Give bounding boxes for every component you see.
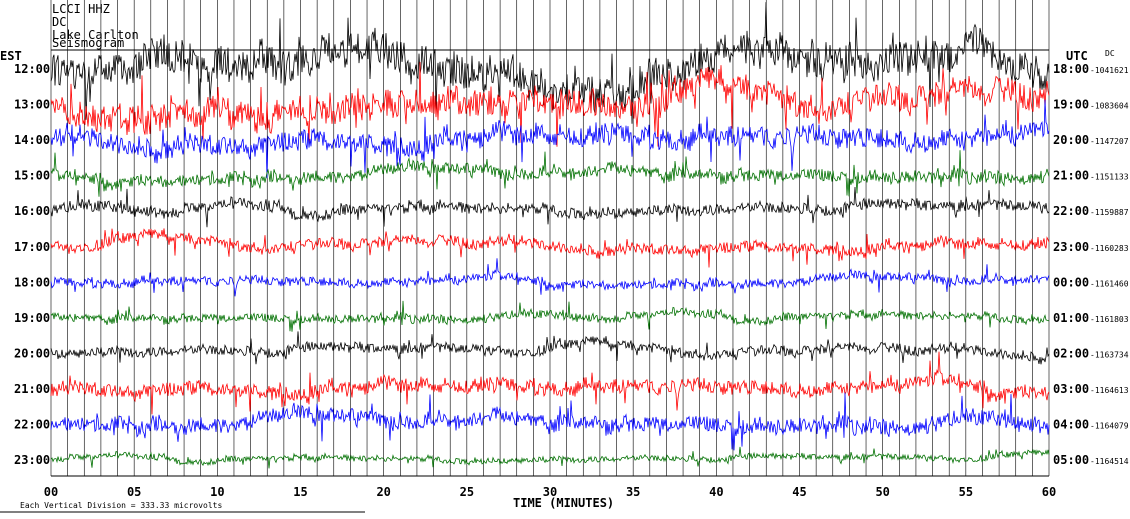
x-tick-label: 15 [293,485,307,499]
x-tick-label: 35 [626,485,640,499]
dc-offset-value: -1160283 [1090,244,1129,253]
header-line-1: LCCI HHZ [52,2,110,16]
est-hour-label: 18:00 [14,275,50,289]
trace-row-2300 [50,446,1050,469]
utc-hour-label: 02:00 [1053,346,1089,360]
minute-grid [50,0,1050,476]
trace-row-1200 [50,2,1050,124]
station-header: LCCI HHZ DC Lake Carlton Seismogram [52,2,139,50]
x-tick-label: 05 [127,485,141,499]
header-line-2: DC [52,15,66,29]
trace-row-2000 [50,331,1050,365]
utc-hour-label: 20:00 [1053,133,1089,147]
dc-column-label: DC [1105,49,1115,58]
x-tick-label: 20 [376,485,390,499]
dc-offset-value: -1083604 [1090,102,1129,111]
est-hour-label: 23:00 [14,453,50,467]
x-tick-label: 45 [792,485,806,499]
est-hour-label: 22:00 [14,418,50,432]
est-hour-label: 13:00 [14,98,50,112]
seismic-traces [50,2,1050,469]
est-hour-label: 14:00 [14,133,50,147]
est-hour-label: 20:00 [14,346,50,360]
x-tick-label: 55 [959,485,973,499]
x-tick-label: 25 [460,485,474,499]
right-timezone-label: UTC [1066,49,1088,63]
trace-row-2100 [50,351,1050,415]
utc-hour-labels: 18:00 -1041621 19:00 -1083604 20:00 -1147207 2… [1053,62,1129,467]
dc-offset-value: -1164079 [1090,422,1129,431]
dc-offset-value: -1161803 [1090,315,1129,324]
dc-offset-value: -1159887 [1090,208,1129,217]
trace-row-2200 [50,392,1050,451]
x-tick-label: 10 [210,485,224,499]
utc-hour-label: 01:00 [1053,311,1089,325]
est-hour-label: 19:00 [14,311,50,325]
utc-hour-label: 23:00 [1053,240,1089,254]
est-hour-label: 15:00 [14,169,50,183]
trace-row-1500 [50,150,1050,197]
trace-row-1900 [50,300,1050,332]
trace-row-1700 [50,228,1050,268]
utc-hour-label: 22:00 [1053,204,1089,218]
trace-row-1400 [50,99,1050,179]
dc-offset-value: -1161460 [1090,279,1129,288]
x-tick-label: 40 [709,485,723,499]
utc-hour-label: 03:00 [1053,382,1089,396]
dc-offset-value: -1164613 [1090,386,1129,395]
est-hour-labels: 12:00 13:00 14:00 15:00 16:00 17:00 18:00 19:00… [14,62,50,467]
x-tick-label: 60 [1042,485,1056,499]
plot-frame [0,49,1049,513]
utc-hour-label: 04:00 [1053,418,1089,432]
dc-offset-value: -1147207 [1090,137,1129,146]
dc-offset-value: -1163734 [1090,350,1129,359]
utc-hour-label: 00:00 [1053,275,1089,289]
utc-hour-label: 19:00 [1053,98,1089,112]
dc-offset-value: -1151133 [1090,173,1129,182]
x-tick-label: 30 [543,485,557,499]
left-timezone-label: EST [0,49,22,63]
dc-offset-value: -1164514 [1090,457,1129,466]
header-line-3: Lake Carlton [52,28,139,42]
trace-row-1600 [50,186,1050,228]
x-tick-label: 00 [44,485,58,499]
scale-note: Each Vertical Division = 333.33 microvol… [20,501,222,510]
trace-row-1800 [50,258,1050,297]
header-line-4: Seismogram [52,36,124,50]
est-hour-label: 21:00 [14,382,50,396]
x-axis-label: TIME (MINUTES) [513,496,614,510]
est-hour-label: 16:00 [14,204,50,218]
utc-hour-label: 21:00 [1053,169,1089,183]
trace-row-1300 [50,61,1050,147]
utc-hour-label: 18:00 [1053,62,1089,76]
x-tick-label: 50 [875,485,889,499]
utc-hour-label: 05:00 [1053,453,1089,467]
est-hour-label: 12:00 [14,62,50,76]
x-tick-labels: 00 05 10 15 20 25 30 35 40 45 50 55 60 [44,485,1056,499]
dc-offset-value: -1041621 [1090,66,1129,75]
est-hour-label: 17:00 [14,240,50,254]
